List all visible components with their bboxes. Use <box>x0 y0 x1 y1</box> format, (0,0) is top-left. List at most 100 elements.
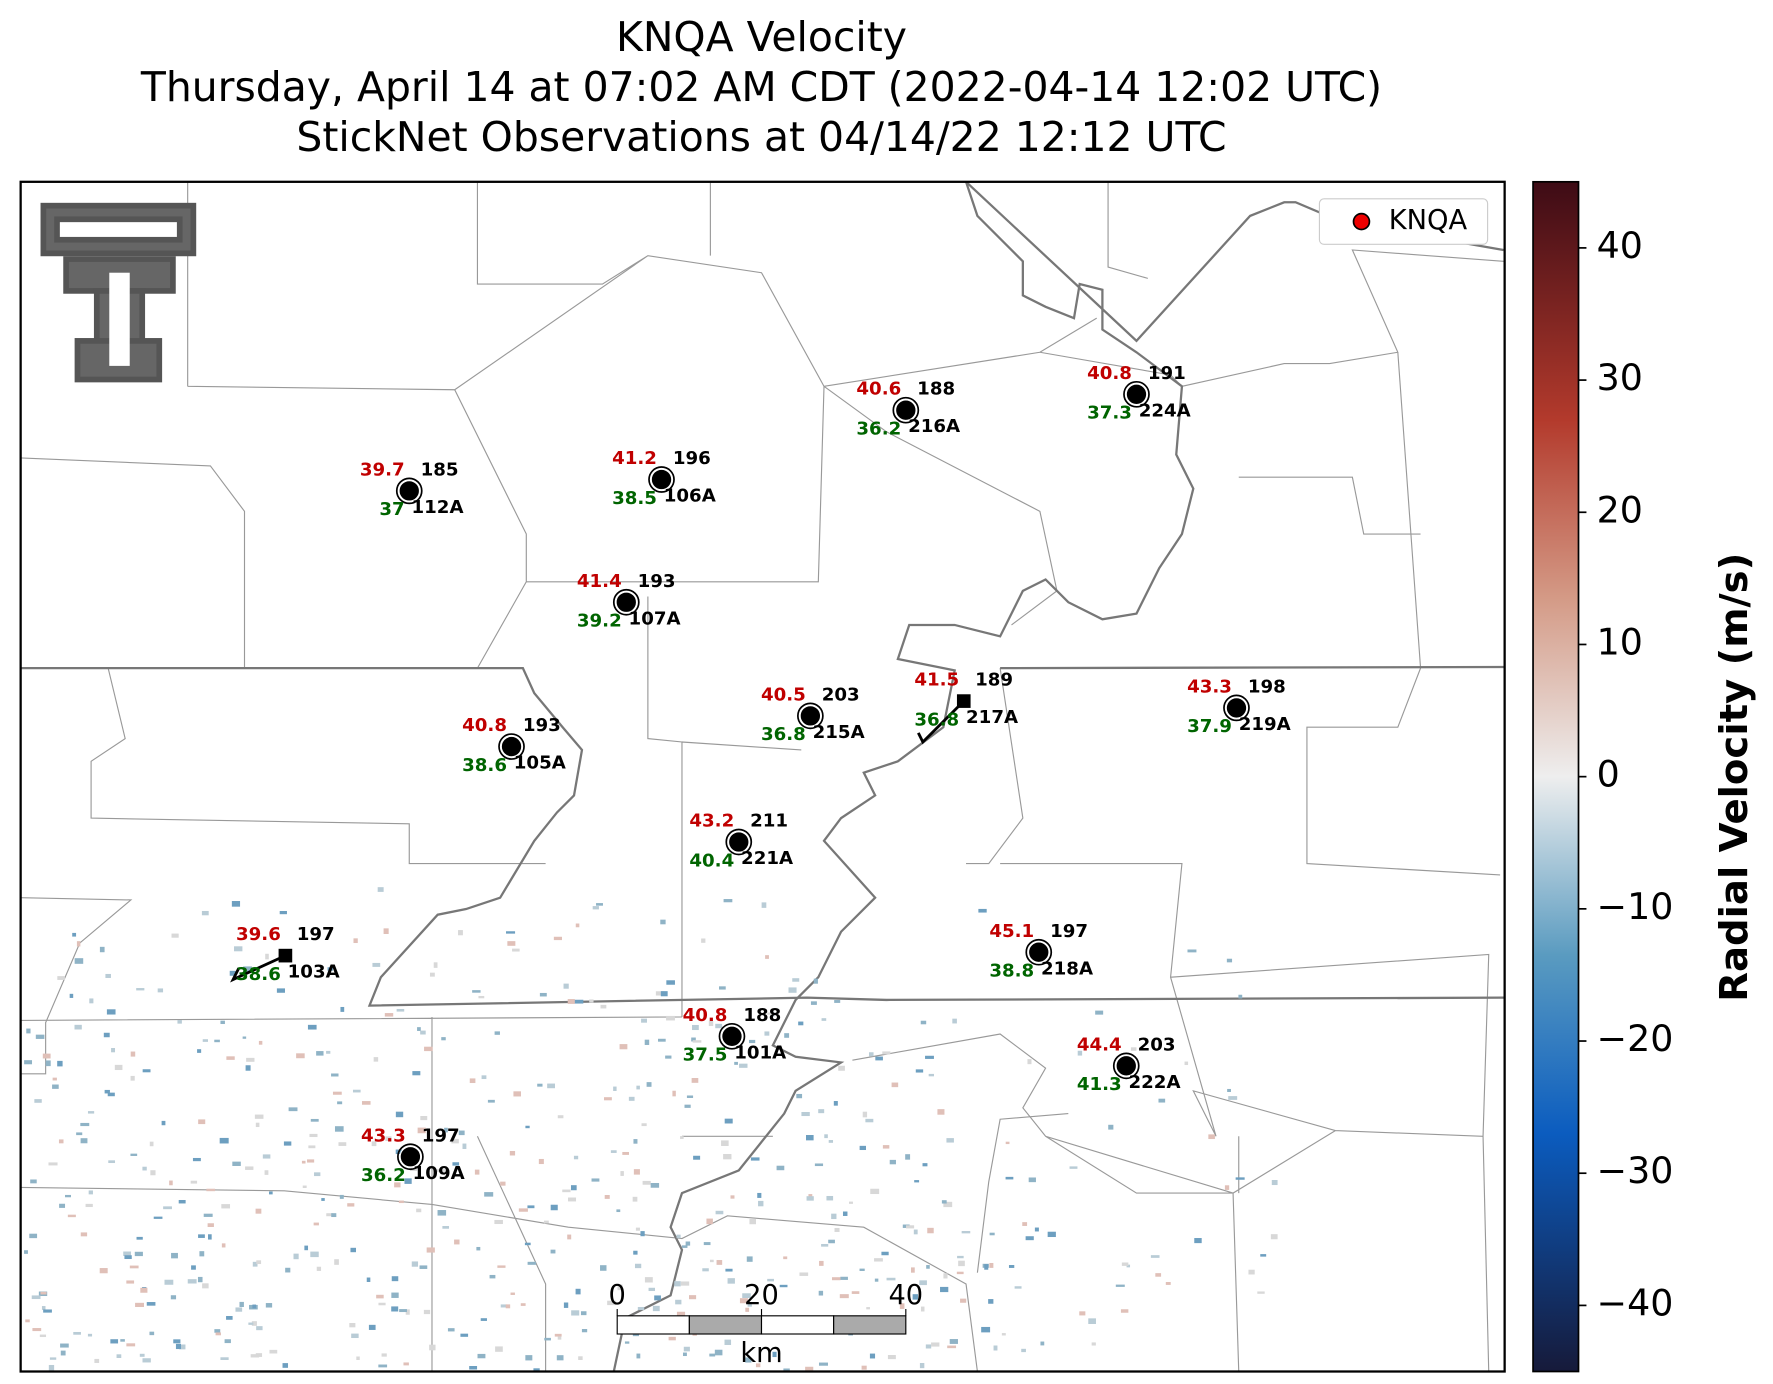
radar-gate <box>828 1239 835 1244</box>
radar-gate <box>949 1339 958 1344</box>
station-marker <box>278 948 293 963</box>
radar-gate <box>296 1053 305 1059</box>
radar-gate <box>1014 1286 1022 1289</box>
radar-gate <box>246 1057 255 1062</box>
radar-gate <box>553 936 562 941</box>
county-lines <box>20 181 1504 1372</box>
radar-gate <box>433 962 438 968</box>
radar-gate <box>24 1250 28 1254</box>
radar-gate <box>634 1263 642 1269</box>
radar-gate <box>706 1218 713 1225</box>
radar-gate <box>420 1030 426 1035</box>
radar-gate <box>366 1277 371 1282</box>
radar-gate <box>660 919 666 925</box>
radar-gate <box>1021 1348 1026 1353</box>
station-ring <box>1123 380 1150 408</box>
radar-gate <box>201 910 209 916</box>
radar-gate <box>437 1210 447 1216</box>
radar-gate <box>199 1251 205 1257</box>
radar-gate <box>429 972 435 977</box>
wind-direction: 198 <box>1248 676 1286 697</box>
radar-gate <box>544 1337 551 1341</box>
radar-gate <box>110 1339 119 1344</box>
radar-gate <box>525 1125 530 1129</box>
radar-gate <box>442 1226 450 1229</box>
radar-gate <box>989 1262 994 1268</box>
radar-gate <box>833 1101 838 1106</box>
dewpoint: 39.2 <box>577 611 622 632</box>
radar-gate <box>332 1091 342 1095</box>
radar-gate <box>806 1196 814 1201</box>
radar-gate <box>279 910 287 915</box>
radar-gate <box>462 1143 467 1149</box>
radar-gate <box>920 1020 927 1025</box>
radar-gate <box>919 1363 925 1369</box>
radar-returns <box>24 887 1278 1372</box>
radar-gate <box>321 1198 325 1201</box>
radar-gate <box>276 988 285 993</box>
radar-gate <box>681 1245 688 1248</box>
radar-gate <box>745 1307 750 1312</box>
radar-gate <box>235 1307 243 1312</box>
wind-direction: 197 <box>1050 921 1088 942</box>
map-frame <box>19 180 1506 1373</box>
radar-gate <box>925 1344 932 1349</box>
radar-gate <box>39 1334 47 1338</box>
station-id: 109A <box>413 1163 465 1184</box>
radar-gate <box>258 1040 263 1045</box>
radar-gate <box>600 1004 607 1009</box>
wind-direction: 188 <box>917 379 955 400</box>
radar-gate <box>764 1031 770 1036</box>
radar-gate <box>828 1140 834 1143</box>
radar-gate <box>139 1353 145 1357</box>
radar-gate <box>886 1277 896 1281</box>
radar-gate <box>142 1069 151 1073</box>
colorbar-tick-label: −30 <box>1597 1149 1674 1192</box>
radar-gate <box>221 1243 226 1248</box>
radar-gate <box>839 1294 849 1299</box>
temperature: 41.4 <box>577 571 622 592</box>
radar-gate <box>505 1304 511 1309</box>
radar-gate <box>426 1247 435 1253</box>
radar-gate <box>792 978 800 982</box>
radar-gate <box>472 990 481 993</box>
radar-gate <box>202 1039 208 1042</box>
scale-tick-label: 20 <box>744 1280 779 1311</box>
station-ring <box>648 466 675 493</box>
colorbar-tick-label: −40 <box>1597 1281 1674 1324</box>
radar-gate <box>107 1092 115 1097</box>
radar-gate <box>509 1150 516 1156</box>
radar-gate <box>801 1111 810 1117</box>
station-marker <box>956 694 971 708</box>
radar-gate <box>87 1111 95 1114</box>
radar-gate <box>76 1132 83 1136</box>
wind-direction: 193 <box>638 571 676 592</box>
radar-gate <box>1027 1059 1032 1065</box>
station-marker <box>1225 697 1248 719</box>
radar-gate <box>29 1233 38 1239</box>
station-id: 215A <box>813 722 865 743</box>
radar-gate <box>173 1339 181 1344</box>
radar-gate <box>1126 1264 1131 1268</box>
colorbar-tick-label: 10 <box>1597 620 1643 663</box>
wind-direction: 185 <box>421 459 459 480</box>
dewpoint: 37.5 <box>683 1045 728 1066</box>
radar-gate <box>477 1353 486 1359</box>
radar-gate <box>391 1276 399 1282</box>
radar-gate <box>88 1190 93 1195</box>
radar-gate <box>610 1150 617 1153</box>
radar-gate <box>779 1284 788 1288</box>
radar-gate <box>642 1180 651 1185</box>
radar-gate <box>497 1265 506 1268</box>
radar-gate <box>632 1196 638 1202</box>
radar-gate <box>714 1349 723 1356</box>
dewpoint: 36.8 <box>914 709 959 730</box>
radar-gate <box>537 1083 543 1087</box>
radar-gate <box>226 1316 233 1320</box>
radar-gate <box>750 1157 760 1161</box>
radar-gate <box>589 999 594 1003</box>
radar-gate <box>703 1242 711 1246</box>
station-id: 103A <box>288 962 340 983</box>
radar-gate <box>709 1353 716 1357</box>
radar-gate <box>384 1013 394 1017</box>
